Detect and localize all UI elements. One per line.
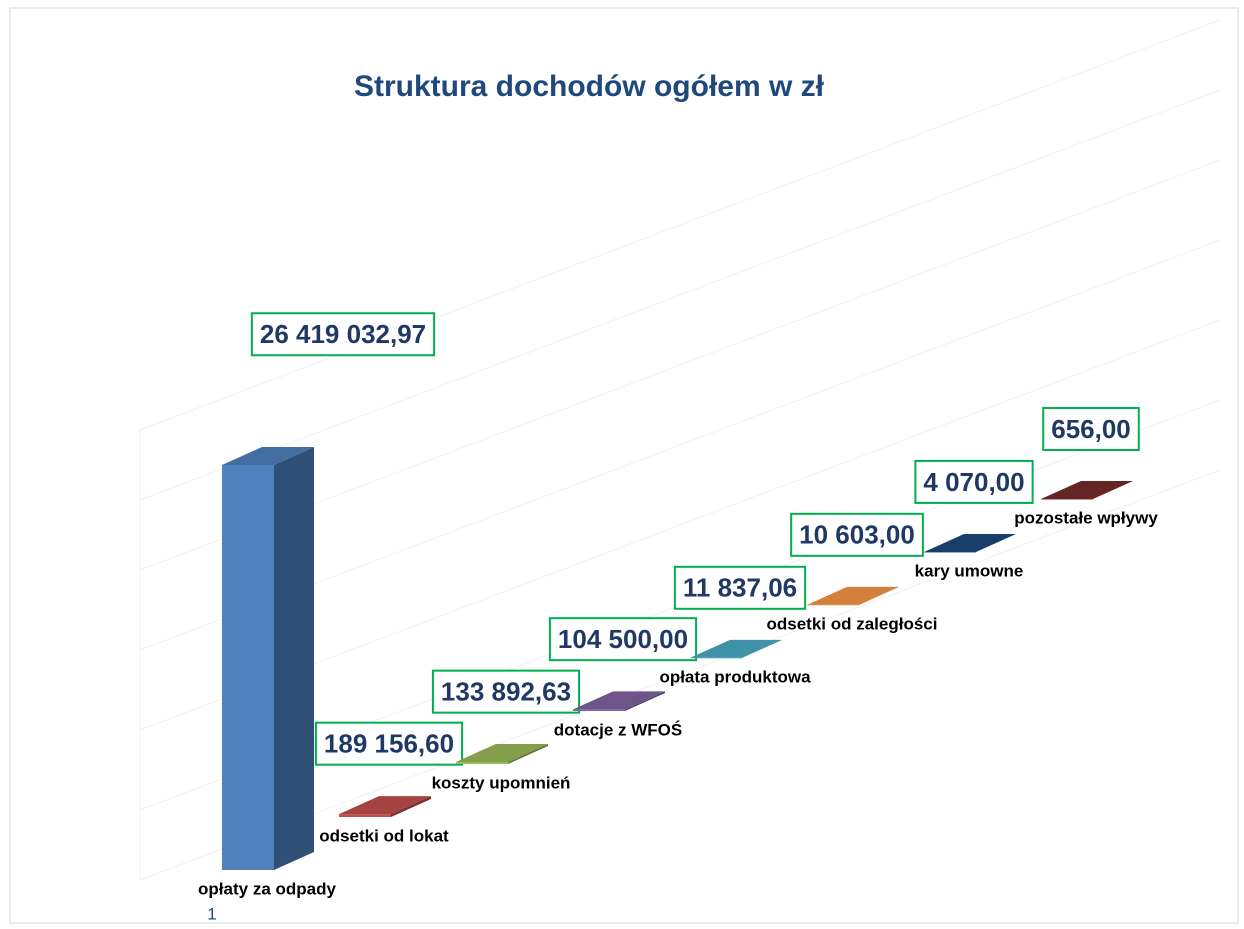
x-axis-label: 1: [207, 904, 216, 923]
bar-side: [1093, 480, 1133, 499]
x-tick-label: koszty upomnień: [432, 773, 571, 792]
bar-front: [456, 761, 508, 764]
value-label: 10 603,00: [790, 512, 924, 557]
value-label: 11 837,06: [673, 565, 807, 610]
value-label-text: 656,00: [1051, 414, 1131, 444]
bar-side: [625, 691, 665, 711]
value-label-box: [250, 312, 436, 357]
bar-side: [508, 743, 548, 764]
bar-side: [976, 533, 1016, 552]
bar-front: [339, 814, 391, 817]
value-label: 189 156,60: [314, 721, 464, 766]
bar-front: [1041, 498, 1093, 500]
bar-top: [690, 639, 782, 658]
bar-side: [859, 586, 899, 605]
bar-side: [742, 639, 782, 658]
value-label-box: [548, 617, 698, 662]
bar-top: [807, 586, 899, 605]
bar-side: [274, 447, 314, 870]
value-label-text: 189 156,60: [324, 729, 454, 759]
bar-top: [1041, 480, 1133, 499]
value-label-text: 11 837,06: [683, 573, 797, 603]
value-label: 4 070,00: [914, 459, 1034, 504]
value-label-text: 4 070,00: [923, 467, 1024, 497]
bar-top: [924, 533, 1016, 552]
x-tick-label: odsetki od zaległości: [767, 614, 938, 633]
bar-top: [456, 743, 548, 762]
x-tick-label: opłata produktowa: [659, 667, 811, 686]
bar-front: [222, 465, 274, 870]
chart-border: [9, 7, 1239, 924]
bar-side: [391, 796, 431, 817]
bar-front: [573, 709, 625, 711]
bar-front: [690, 657, 742, 659]
value-label-text: 104 500,00: [558, 624, 688, 654]
chart-title: Struktura dochodów ogółem w zł: [354, 70, 825, 103]
x-tick-label: opłaty za odpady: [198, 879, 336, 898]
value-label-text: 26 419 032,97: [260, 319, 426, 349]
x-tick-label: kary umowne: [915, 561, 1024, 580]
value-label-text: 10 603,00: [799, 520, 915, 550]
value-label-box: [914, 459, 1034, 504]
value-label: 656,00: [1042, 406, 1140, 451]
bar-top: [573, 691, 665, 710]
value-label-box: [673, 565, 807, 610]
value-label-box: [431, 669, 581, 714]
value-label-box: [314, 721, 464, 766]
bar-front: [807, 604, 859, 606]
x-tick-label: odsetki od lokat: [319, 826, 449, 845]
bar-top: [339, 796, 431, 815]
value-label-box: [790, 512, 924, 557]
value-label-box: [1042, 406, 1140, 451]
value-label: 133 892,63: [431, 669, 581, 714]
value-label: 26 419 032,97: [250, 312, 436, 357]
bar-top: [222, 447, 314, 465]
x-tick-label: dotacje z WFOŚ: [554, 720, 682, 739]
value-label: 104 500,00: [548, 617, 698, 662]
bar-front: [924, 551, 976, 553]
value-label-text: 133 892,63: [441, 677, 571, 707]
x-tick-label: pozostałe wpływy: [1014, 508, 1158, 527]
